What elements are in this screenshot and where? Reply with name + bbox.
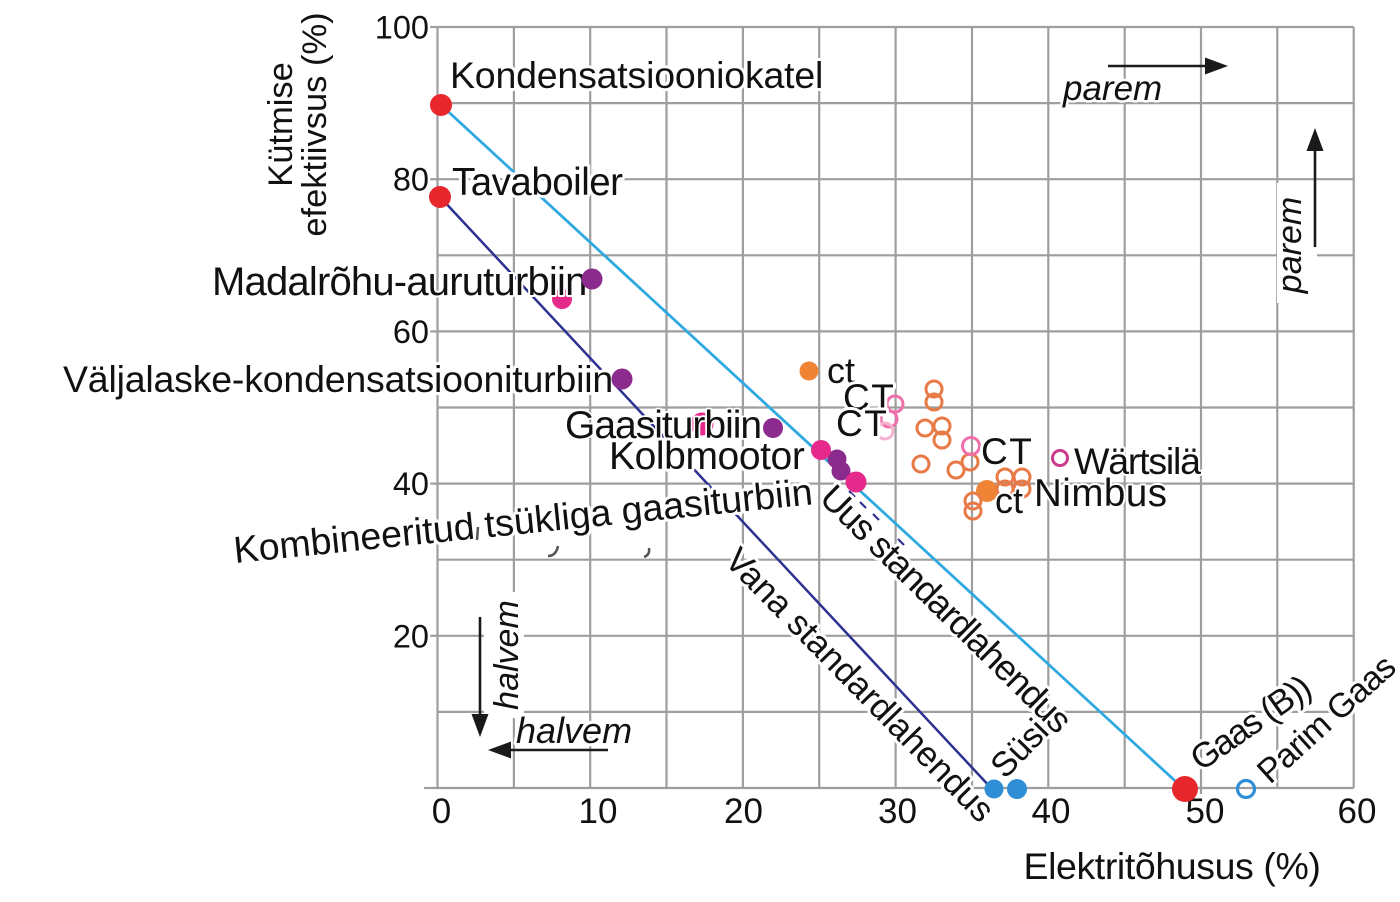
svg-text:Madalrõhu-auruturbiin: Madalrõhu-auruturbiin <box>212 260 587 304</box>
svg-text:Kolbmootor: Kolbmootor <box>609 435 805 478</box>
svg-text:Kütmise: Kütmise <box>262 62 300 187</box>
svg-text:20: 20 <box>724 792 763 831</box>
svg-text:ct: ct <box>995 480 1023 521</box>
svg-text:parem: parem <box>1062 69 1162 108</box>
svg-text:halvem: halvem <box>488 600 526 710</box>
svg-text:100: 100 <box>375 10 429 46</box>
svg-text:20: 20 <box>393 618 429 654</box>
svg-text:Kondensatsiooniokatel: Kondensatsiooniokatel <box>450 54 823 96</box>
svg-text:60: 60 <box>1338 792 1377 831</box>
svg-text:40: 40 <box>393 466 429 502</box>
svg-text:halvem: halvem <box>516 710 632 751</box>
svg-text:40: 40 <box>1032 792 1071 831</box>
svg-text:Nimbus: Nimbus <box>1034 472 1168 515</box>
svg-text:Wärtsilä: Wärtsilä <box>1074 440 1201 482</box>
svg-text:50: 50 <box>1186 792 1225 831</box>
svg-text:0: 0 <box>432 792 451 831</box>
svg-text:CT: CT <box>843 377 895 418</box>
svg-text:80: 80 <box>393 162 429 198</box>
svg-text:parem: parem <box>1271 197 1309 294</box>
svg-text:CT: CT <box>836 403 888 444</box>
svg-text:Tavaboiler: Tavaboiler <box>452 161 623 204</box>
svg-text:efektiivsus (%): efektiivsus (%) <box>296 12 334 236</box>
svg-text:Väljalaske-kondensatsiooniturb: Väljalaske-kondensatsiooniturbiin <box>63 358 613 400</box>
svg-text:Elektritõhusus (%): Elektritõhusus (%) <box>1023 845 1320 887</box>
svg-text:Gaasiturbiin: Gaasiturbiin <box>565 404 761 447</box>
svg-text:ct: ct <box>827 350 855 391</box>
svg-text:30: 30 <box>878 792 917 831</box>
svg-text:CT: CT <box>981 431 1033 472</box>
svg-text:60: 60 <box>393 314 429 350</box>
svg-text:10: 10 <box>579 792 618 831</box>
